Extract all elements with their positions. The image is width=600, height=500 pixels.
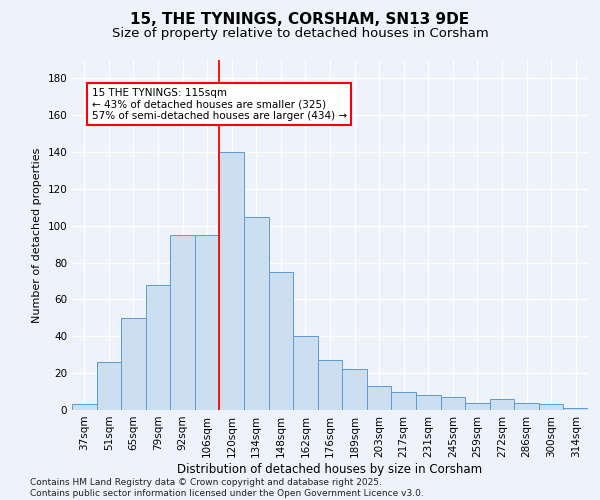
Bar: [170, 235, 195, 410]
Bar: [244, 216, 269, 410]
Bar: [539, 404, 563, 410]
Bar: [391, 392, 416, 410]
Bar: [465, 402, 490, 410]
Text: Contains HM Land Registry data © Crown copyright and database right 2025.
Contai: Contains HM Land Registry data © Crown c…: [30, 478, 424, 498]
Bar: [97, 362, 121, 410]
Bar: [293, 336, 318, 410]
Bar: [367, 386, 391, 410]
Bar: [318, 360, 342, 410]
Bar: [269, 272, 293, 410]
Y-axis label: Number of detached properties: Number of detached properties: [32, 148, 42, 322]
Text: Size of property relative to detached houses in Corsham: Size of property relative to detached ho…: [112, 28, 488, 40]
Bar: [72, 404, 97, 410]
X-axis label: Distribution of detached houses by size in Corsham: Distribution of detached houses by size …: [178, 462, 482, 475]
Bar: [514, 402, 539, 410]
Bar: [490, 399, 514, 410]
Bar: [220, 152, 244, 410]
Bar: [146, 284, 170, 410]
Bar: [563, 408, 588, 410]
Text: 15 THE TYNINGS: 115sqm
← 43% of detached houses are smaller (325)
57% of semi-de: 15 THE TYNINGS: 115sqm ← 43% of detached…: [92, 88, 347, 121]
Text: 15, THE TYNINGS, CORSHAM, SN13 9DE: 15, THE TYNINGS, CORSHAM, SN13 9DE: [130, 12, 470, 28]
Bar: [342, 370, 367, 410]
Bar: [195, 235, 220, 410]
Bar: [121, 318, 146, 410]
Bar: [440, 397, 465, 410]
Bar: [416, 396, 440, 410]
